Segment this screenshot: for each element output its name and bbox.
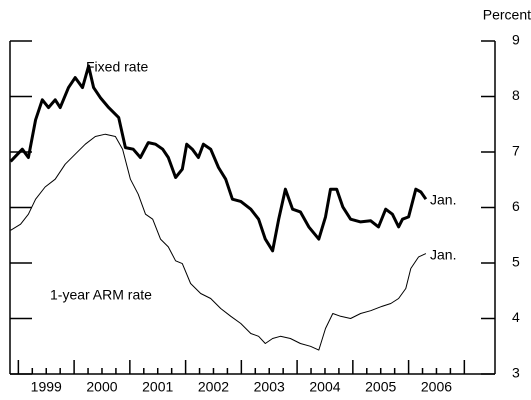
y-tick-label: 8 <box>512 87 520 103</box>
series-label: Fixed rate <box>86 59 148 75</box>
x-tick-label: 2006 <box>421 379 452 395</box>
y-tick-label: 6 <box>512 198 520 214</box>
series-line <box>10 133 427 351</box>
x-tick-label: 2005 <box>365 379 396 395</box>
series-line <box>9 64 428 253</box>
y-tick-label: 4 <box>512 309 520 325</box>
y-tick-label: 5 <box>512 254 520 270</box>
annotation: Jan. <box>430 192 456 208</box>
y-tick-label: 7 <box>512 143 520 159</box>
x-tick-label: 2000 <box>86 379 117 395</box>
x-tick-label: 2001 <box>142 379 173 395</box>
y-tick-label: 3 <box>512 365 520 381</box>
x-tick-label: 1999 <box>31 379 62 395</box>
annotation: Jan. <box>430 247 456 263</box>
y-axis-label: Percent <box>483 7 531 23</box>
x-tick-label: 2003 <box>254 379 285 395</box>
y-tick-label: 9 <box>512 32 520 48</box>
x-tick-label: 2002 <box>198 379 229 395</box>
x-tick-label: 2004 <box>309 379 340 395</box>
series-label: 1-year ARM rate <box>50 287 152 303</box>
